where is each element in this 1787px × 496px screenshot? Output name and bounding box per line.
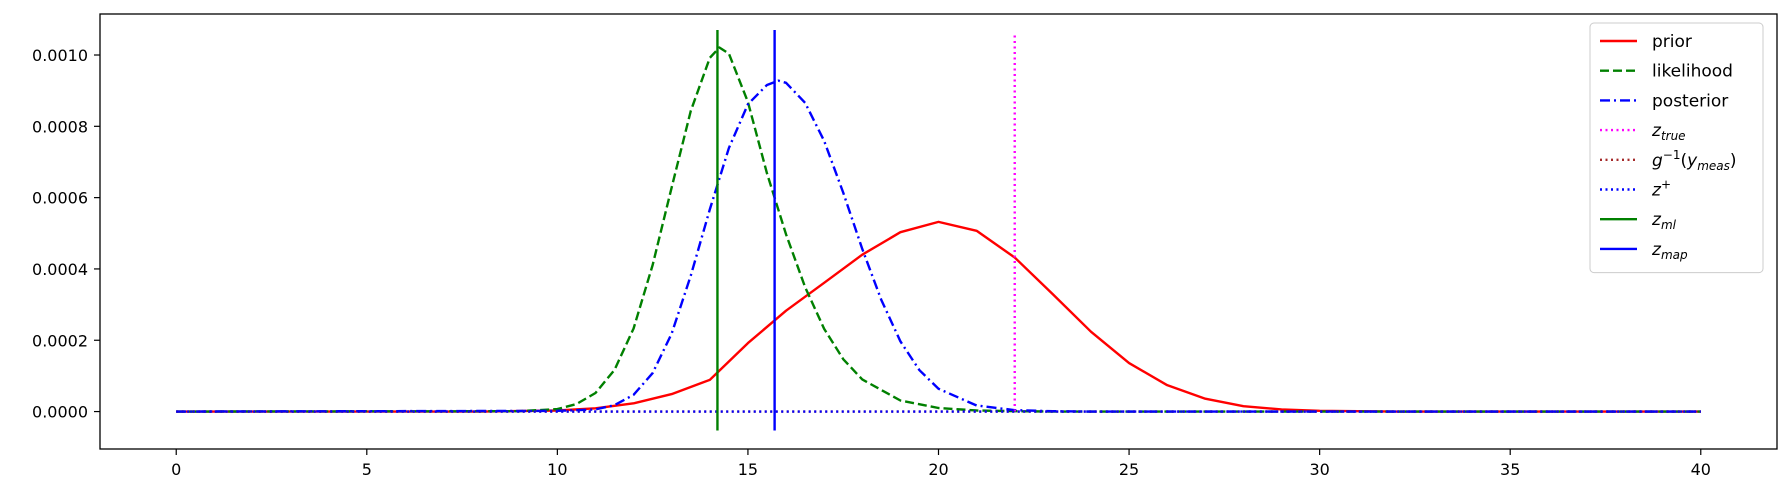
series-posterior-line xyxy=(176,79,1701,413)
legend-label-z-map: zmap xyxy=(1651,240,1688,262)
x-tick-label: 25 xyxy=(1119,460,1139,479)
legend-label-posterior: posterior xyxy=(1652,91,1728,111)
axis-ticks: 0 5 10 15 20 25 30 35 40 0.0000 0.0002 0.0004 0.0006… xyxy=(32,46,1711,479)
x-tick-label: 35 xyxy=(1500,460,1520,479)
legend: prior likelihood posterior ztrue g−1(ymeas) z… xyxy=(1589,22,1764,274)
x-tick-label: 40 xyxy=(1691,460,1711,479)
y-tick-label: 0.0010 xyxy=(32,46,88,65)
legend-label-z: z+ xyxy=(1651,178,1671,201)
legend-label-z-true: ztrue xyxy=(1651,121,1686,143)
legend-label-g-1-y-meas: g−1(ymeas) xyxy=(1652,148,1737,173)
legend-box xyxy=(1589,22,1764,274)
legend-label-likelihood: likelihood xyxy=(1652,62,1733,82)
y-tick-label: 0.0006 xyxy=(32,189,88,208)
x-tick-label: 15 xyxy=(738,460,758,479)
y-tick-label: 0.0008 xyxy=(32,117,88,136)
x-tick-label: 0 xyxy=(171,460,181,479)
x-tick-label: 20 xyxy=(928,460,948,479)
plot-area xyxy=(176,30,1701,431)
legend-label-prior: prior xyxy=(1652,32,1692,52)
series-prior-line xyxy=(176,220,1701,413)
axes-frame xyxy=(99,13,1778,450)
x-tick-label: 10 xyxy=(547,460,567,479)
x-tick-label: 5 xyxy=(362,460,372,479)
legend-label-z-ml: zml xyxy=(1651,210,1677,232)
x-tick-label: 30 xyxy=(1309,460,1329,479)
y-tick-label: 0.0002 xyxy=(32,331,88,350)
y-tick-label: 0.0004 xyxy=(32,260,88,279)
y-tick-label: 0.0000 xyxy=(32,403,88,422)
series-likelihood-line xyxy=(176,46,1701,413)
